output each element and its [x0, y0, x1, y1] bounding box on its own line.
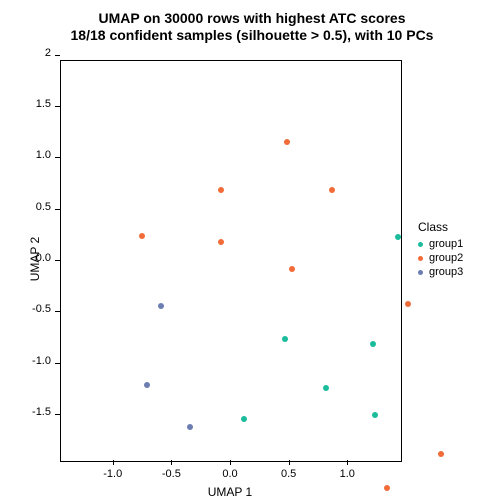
x-tick — [171, 460, 172, 465]
y-tick-label: 0.5 — [17, 201, 51, 213]
legend-dot-icon — [418, 270, 423, 275]
x-tick-label: -0.5 — [151, 468, 191, 480]
x-tick — [113, 460, 114, 465]
data-point — [323, 385, 329, 391]
plot-area — [60, 60, 402, 462]
data-point — [158, 303, 164, 309]
data-point — [370, 341, 376, 347]
y-tick-label: -0.5 — [17, 303, 51, 315]
x-tick-label: 0.5 — [269, 468, 309, 480]
legend-item: group2 — [418, 252, 463, 264]
legend-item: group1 — [418, 238, 463, 250]
legend-item: group3 — [418, 266, 463, 278]
data-point — [139, 233, 145, 239]
data-point — [241, 416, 247, 422]
y-tick — [55, 157, 60, 158]
y-tick-label: -1.5 — [17, 406, 51, 418]
data-point — [282, 336, 288, 342]
chart-title: UMAP on 30000 rows with highest ATC scor… — [0, 10, 504, 44]
data-point — [289, 266, 295, 272]
data-point — [395, 234, 401, 240]
x-tick-label: 0.0 — [210, 468, 250, 480]
legend-title: Class — [418, 220, 463, 234]
y-tick — [55, 55, 60, 56]
data-point — [405, 301, 411, 307]
y-tick-label: 2 — [17, 47, 51, 59]
data-point — [329, 187, 335, 193]
y-tick — [55, 260, 60, 261]
data-point — [218, 187, 224, 193]
legend-label: group2 — [429, 252, 463, 264]
y-tick-label: 1.5 — [17, 98, 51, 110]
x-tick-label: -1.0 — [93, 468, 133, 480]
x-tick — [347, 460, 348, 465]
title-line-1: UMAP on 30000 rows with highest ATC scor… — [0, 10, 504, 27]
data-point — [144, 382, 150, 388]
y-tick — [55, 363, 60, 364]
data-point — [372, 412, 378, 418]
y-tick-label: 1.0 — [17, 149, 51, 161]
x-tick — [289, 460, 290, 465]
legend-dot-icon — [418, 242, 423, 247]
y-tick — [55, 414, 60, 415]
legend-label: group1 — [429, 238, 463, 250]
x-tick-label: 1.0 — [327, 468, 367, 480]
data-point — [284, 139, 290, 145]
legend: Class group1 group2 group3 — [418, 220, 463, 280]
title-line-2: 18/18 confident samples (silhouette > 0.… — [0, 27, 504, 44]
chart-container: UMAP on 30000 rows with highest ATC scor… — [0, 0, 504, 504]
y-tick — [55, 106, 60, 107]
legend-dot-icon — [418, 256, 423, 261]
y-tick — [55, 311, 60, 312]
x-axis-label: UMAP 1 — [60, 485, 400, 499]
x-tick — [230, 460, 231, 465]
y-tick-label: -1.0 — [17, 355, 51, 367]
legend-label: group3 — [429, 266, 463, 278]
data-point — [187, 424, 193, 430]
data-point — [438, 451, 444, 457]
y-tick — [55, 209, 60, 210]
y-axis-label: UMAP 2 — [28, 229, 42, 289]
data-point — [218, 239, 224, 245]
